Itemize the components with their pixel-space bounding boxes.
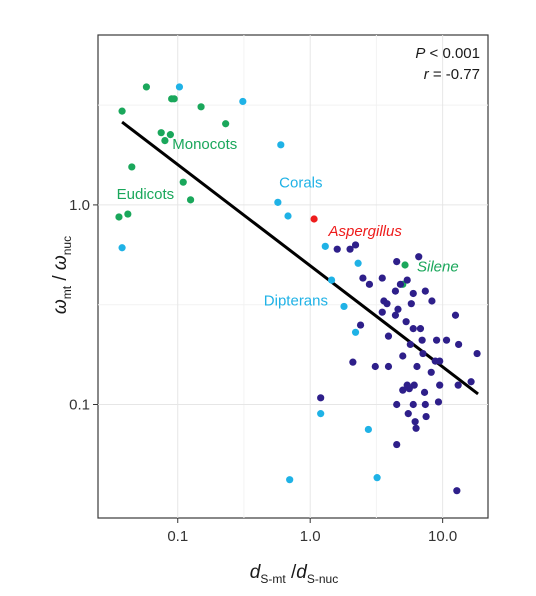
data-point-cnidarians-insects	[317, 410, 324, 417]
data-point-other-animals	[399, 352, 406, 359]
x-tick-label: 0.1	[167, 528, 188, 545]
data-point-other-animals	[410, 290, 417, 297]
data-point-plants	[158, 129, 165, 136]
data-point-other-animals	[393, 258, 400, 265]
data-point-cnidarians-insects	[284, 212, 291, 219]
data-point-other-animals	[334, 246, 341, 253]
group-label-monocots: Monocots	[172, 136, 237, 153]
data-point-cnidarians-insects	[352, 329, 359, 336]
data-point-other-animals	[406, 385, 413, 392]
data-point-plants	[118, 108, 125, 115]
data-point-plants	[161, 137, 168, 144]
data-point-other-animals	[428, 297, 435, 304]
group-label-eudicots: Eudicots	[117, 186, 175, 203]
data-point-cnidarians-insects	[118, 244, 125, 251]
group-label-dipterans: Dipterans	[264, 293, 328, 310]
data-point-other-animals	[408, 300, 415, 307]
data-point-other-animals	[385, 363, 392, 370]
r-value-annotation: r = -0.77	[424, 66, 480, 83]
data-point-plants	[124, 210, 131, 217]
data-point-other-animals	[473, 350, 480, 357]
data-point-cnidarians-insects	[374, 474, 381, 481]
data-point-other-animals	[392, 312, 399, 319]
group-label-silene: Silene	[417, 259, 459, 276]
y-tick-label: 1.0	[69, 197, 90, 214]
data-point-other-animals	[436, 357, 443, 364]
data-point-other-animals	[397, 281, 404, 288]
data-point-other-animals	[379, 274, 386, 281]
data-point-cnidarians-insects	[239, 98, 246, 105]
data-point-other-animals	[435, 398, 442, 405]
data-point-cnidarians-insects	[355, 260, 362, 267]
data-point-other-animals	[452, 312, 459, 319]
data-point-cnidarians-insects	[274, 199, 281, 206]
data-point-plants	[197, 103, 204, 110]
data-point-cnidarians-insects	[176, 83, 183, 90]
data-point-other-animals	[413, 363, 420, 370]
data-point-plants	[171, 95, 178, 102]
data-point-other-animals	[433, 337, 440, 344]
data-point-other-animals	[357, 321, 364, 328]
data-point-other-animals	[443, 337, 450, 344]
data-point-plants	[180, 179, 187, 186]
data-point-other-animals	[419, 350, 426, 357]
data-point-other-animals	[436, 382, 443, 389]
data-point-other-animals	[412, 425, 419, 432]
x-tick-label: 1.0	[300, 528, 321, 545]
data-point-plants	[222, 120, 229, 127]
data-point-cnidarians-insects	[340, 303, 347, 310]
data-point-other-animals	[422, 413, 429, 420]
data-point-other-animals	[428, 369, 435, 376]
data-point-cnidarians-insects	[277, 141, 284, 148]
data-point-other-animals	[399, 387, 406, 394]
data-point-other-animals	[403, 318, 410, 325]
data-point-plants	[128, 163, 135, 170]
y-tick-label: 0.1	[69, 397, 90, 414]
data-point-cnidarians-insects	[322, 243, 329, 250]
data-point-other-animals	[352, 241, 359, 248]
data-point-other-animals	[407, 341, 414, 348]
data-point-other-animals	[468, 378, 475, 385]
data-point-other-animals	[453, 487, 460, 494]
data-point-cnidarians-insects	[365, 426, 372, 433]
group-label-corals: Corals	[279, 174, 322, 191]
data-point-plants	[401, 261, 408, 268]
data-point-other-animals	[317, 394, 324, 401]
data-point-plants	[187, 196, 194, 203]
data-point-other-animals	[410, 401, 417, 408]
data-point-other-animals	[366, 281, 373, 288]
data-point-other-animals	[421, 389, 428, 396]
data-point-other-animals	[359, 274, 366, 281]
p-value-annotation: P < 0.001	[415, 45, 480, 62]
data-point-other-animals	[422, 287, 429, 294]
x-axis-label: dS-mt /dS-nuc	[250, 562, 338, 586]
data-point-other-animals	[379, 309, 386, 316]
data-point-other-animals	[419, 337, 426, 344]
data-point-other-animals	[422, 401, 429, 408]
data-point-fungi	[310, 215, 317, 222]
x-tick-label: 10.0	[428, 528, 457, 545]
data-point-other-animals	[455, 341, 462, 348]
plot-panel	[98, 35, 488, 518]
data-point-other-animals	[393, 441, 400, 448]
data-point-other-animals	[385, 333, 392, 340]
data-point-other-animals	[393, 401, 400, 408]
data-point-plants	[143, 83, 150, 90]
data-point-plants	[115, 213, 122, 220]
data-point-cnidarians-insects	[328, 277, 335, 284]
group-label-aspergillus: Aspergillus	[327, 223, 402, 240]
data-point-other-animals	[372, 363, 379, 370]
data-point-other-animals	[349, 359, 356, 366]
y-axis-label: ωmt / ωnuc	[50, 236, 74, 314]
data-point-other-animals	[405, 410, 412, 417]
data-point-other-animals	[392, 287, 399, 294]
data-point-other-animals	[410, 325, 417, 332]
data-point-other-animals	[383, 300, 390, 307]
data-point-cnidarians-insects	[286, 476, 293, 483]
data-point-other-animals	[455, 382, 462, 389]
data-point-other-animals	[412, 418, 419, 425]
data-point-other-animals	[404, 277, 411, 284]
data-point-other-animals	[417, 325, 424, 332]
